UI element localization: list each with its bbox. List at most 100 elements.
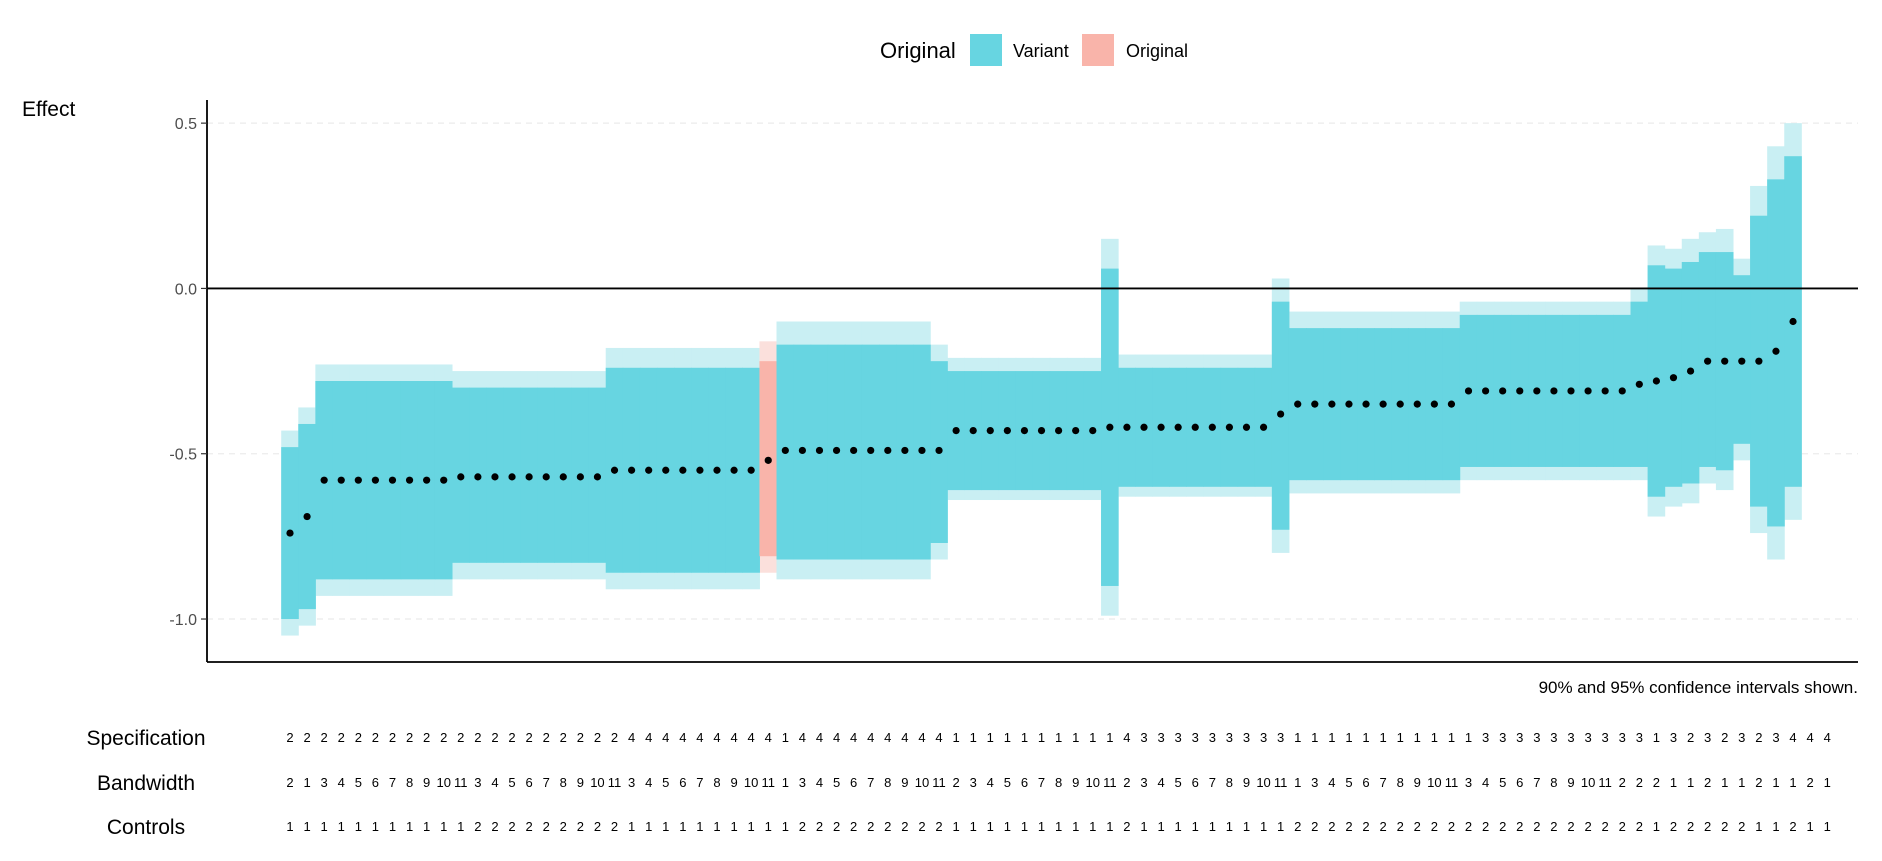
row-value: 2: [1636, 775, 1643, 790]
row-value: 1: [1345, 730, 1352, 745]
point-estimate: [645, 466, 653, 474]
row-value: 1: [1072, 819, 1079, 834]
legend-swatch-original: [1082, 34, 1114, 66]
point-estimate: [1294, 400, 1302, 408]
point-estimate: [1055, 426, 1063, 435]
row-value: 8: [1397, 775, 1404, 790]
row-value: 2: [303, 730, 310, 745]
row-value: 11: [454, 775, 468, 790]
row-value: 9: [901, 775, 908, 790]
row-value: 8: [560, 775, 567, 790]
point-estimate: [1772, 347, 1780, 355]
row-value: 3: [1533, 730, 1540, 745]
row-value: 1: [987, 819, 994, 834]
point-estimate: [559, 473, 567, 481]
legend-label-original: Original: [1126, 41, 1188, 61]
row-value: 4: [987, 775, 994, 790]
point-estimate: [576, 473, 584, 481]
row-value: 2: [1499, 819, 1506, 834]
row-value: 1: [1448, 730, 1455, 745]
point-estimate: [969, 426, 977, 435]
point-estimate: [457, 473, 465, 481]
row-value: 4: [730, 730, 737, 745]
row-value: 4: [645, 775, 652, 790]
row-value: 5: [1345, 775, 1352, 790]
row-label-specification: Specification: [86, 727, 205, 750]
row-value: 4: [1157, 775, 1164, 790]
row-value: 1: [1311, 730, 1318, 745]
row-value: 3: [321, 775, 328, 790]
row-value: 4: [696, 730, 703, 745]
row-value: 4: [799, 730, 806, 745]
row-value: 6: [372, 775, 379, 790]
point-estimate: [1174, 423, 1182, 431]
ci90-bars: [281, 156, 1802, 620]
row-value: 2: [867, 819, 874, 834]
y-axis-label: Effect: [22, 98, 75, 121]
row-value: 2: [1653, 775, 1660, 790]
row-value: 1: [1226, 819, 1233, 834]
row-value: 2: [1704, 819, 1711, 834]
point-estimate: [798, 446, 807, 455]
point-estimate: [1191, 423, 1199, 431]
row-value: 4: [850, 730, 857, 745]
row-value: 2: [1807, 775, 1814, 790]
row-value: 2: [1550, 819, 1557, 834]
row-value: 3: [1226, 730, 1233, 745]
point-estimate: [491, 473, 499, 481]
row-value: 1: [782, 730, 789, 745]
y-tick-label: 0.5: [175, 116, 197, 133]
point-estimate: [1618, 387, 1626, 395]
row-value: 10: [744, 775, 758, 790]
row-value: 2: [1789, 819, 1796, 834]
row-value: 3: [1482, 730, 1489, 745]
row-value: 11: [1103, 775, 1117, 790]
row-value: 2: [1687, 730, 1694, 745]
row-value: 5: [1499, 775, 1506, 790]
point-estimate: [1208, 423, 1216, 431]
row-value: 8: [884, 775, 891, 790]
point-estimate: [440, 476, 448, 484]
row-value: 1: [679, 819, 686, 834]
legend: Original Variant Original: [880, 34, 1188, 66]
row-value: 3: [1567, 730, 1574, 745]
row-value: 2: [594, 730, 601, 745]
row-value: 2: [526, 730, 533, 745]
row-value: 11: [761, 775, 775, 790]
row-value: 1: [1038, 819, 1045, 834]
point-estimate: [1721, 357, 1729, 365]
row-value: 3: [1516, 730, 1523, 745]
row-value: 2: [286, 730, 293, 745]
row-value: 2: [577, 730, 584, 745]
row-value: 2: [440, 730, 447, 745]
row-value: 1: [1072, 730, 1079, 745]
point-estimate: [1140, 423, 1148, 431]
point-estimate: [1277, 410, 1285, 418]
point-estimate: [423, 476, 431, 484]
row-value: 3: [1670, 730, 1677, 745]
row-value: 8: [713, 775, 720, 790]
point-estimate: [1328, 400, 1336, 408]
row-value: 3: [1619, 730, 1626, 745]
row-value: 2: [816, 819, 823, 834]
row-value: 1: [1157, 819, 1164, 834]
point-estimate: [1686, 367, 1695, 375]
row-value: 1: [1789, 775, 1796, 790]
row-value: 1: [1089, 730, 1096, 745]
row-value: 2: [1516, 819, 1523, 834]
row-value: 1: [1004, 819, 1011, 834]
row-value: 1: [338, 819, 345, 834]
row-value: 1: [457, 819, 464, 834]
point-estimate: [1311, 400, 1319, 408]
row-value: 2: [611, 819, 618, 834]
row-value: 8: [1550, 775, 1557, 790]
point-estimate: [1106, 423, 1114, 431]
point-estimate: [901, 446, 909, 455]
row-value: 1: [286, 819, 293, 834]
row-value: 9: [1243, 775, 1250, 790]
row-value: 2: [457, 730, 464, 745]
row-value: 1: [1380, 730, 1387, 745]
row-value: 9: [423, 775, 430, 790]
row-value: 1: [1243, 819, 1250, 834]
row-value: 2: [543, 819, 550, 834]
